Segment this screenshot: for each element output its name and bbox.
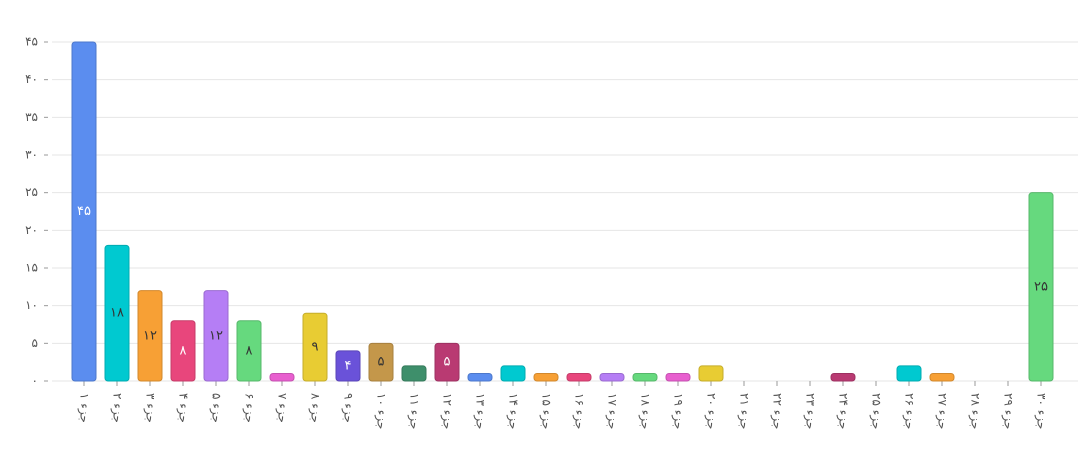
x-tick-label: جزء ۲۰	[704, 393, 719, 429]
x-tick-label: جزء ۲۳	[803, 393, 818, 429]
x-tick-label: جزء ۲	[110, 393, 125, 423]
x-tick-label: جزء ۱۱	[407, 393, 422, 429]
x-tick-label: جزء ۱۰	[374, 393, 389, 429]
y-tick-label: ۴۰	[25, 72, 38, 86]
x-tick-label: جزء ۹	[341, 393, 356, 423]
bar	[500, 365, 526, 382]
bar	[599, 372, 625, 382]
value-label: ۸	[180, 343, 187, 358]
y-tick-label: ۵	[32, 336, 38, 350]
bar	[335, 350, 361, 382]
x-tick-label: جزء ۴	[176, 393, 191, 423]
bar	[302, 312, 328, 382]
bar	[533, 372, 559, 382]
x-tick-label: جزء ۱۲	[440, 393, 455, 429]
x-tick-label: جزء ۱۶	[572, 393, 587, 429]
value-label: ۵	[444, 355, 451, 370]
bar	[401, 365, 427, 382]
x-tick-label: جزء ۲۶	[902, 393, 917, 429]
x-tick-label: جزء ۲۵	[869, 393, 884, 429]
x-tick-label: جزء ۸	[308, 393, 323, 423]
x-tick-label: جزء ۱۷	[605, 393, 620, 429]
bar	[137, 290, 163, 382]
bar	[896, 365, 922, 382]
x-tick-label: جزء ۱۵	[539, 393, 554, 429]
y-tick-label: ۳۰	[25, 148, 38, 162]
bar	[830, 372, 856, 382]
y-tick-label: ۲۰	[25, 223, 38, 237]
bar	[929, 372, 955, 382]
bar	[665, 372, 691, 382]
y-tick-label: ۰	[32, 374, 38, 388]
x-tick-label: جزء ۲۲	[770, 393, 785, 429]
bar	[566, 372, 592, 382]
value-label: ۹	[312, 340, 319, 355]
value-label: ۵	[378, 355, 385, 370]
x-tick-label: جزء ۷	[275, 393, 290, 423]
bar	[236, 320, 262, 382]
bar	[467, 372, 493, 382]
x-tick-label: جزء ۲۸	[968, 393, 983, 429]
value-label: ۴۵	[77, 204, 91, 219]
x-tick-label: جزء ۲۱	[737, 393, 752, 429]
value-label: ۲۵	[1034, 279, 1048, 294]
bar	[632, 372, 658, 382]
x-tick-label: جزء ۳	[143, 393, 158, 423]
bar	[434, 342, 460, 382]
x-tick-label: جزء ۲۹	[1001, 393, 1016, 429]
x-tick-label: جزء ۵	[209, 393, 224, 423]
bar	[203, 290, 229, 382]
bar	[1028, 192, 1054, 382]
x-tick-label: جزء ۱۳	[473, 393, 488, 429]
value-label: ۱۸	[110, 306, 124, 321]
x-tick-label: جزء ۱۸	[638, 393, 653, 429]
x-tick-label: جزء ۱	[77, 393, 92, 423]
y-tick-label: ۴۵	[25, 35, 38, 49]
x-tick-label: جزء ۱۹	[671, 393, 686, 429]
value-label: ۱۲	[143, 328, 157, 343]
x-tick-label: جزء ۱۴	[506, 393, 521, 429]
y-tick-label: ۱۵	[25, 261, 38, 275]
value-label: ۴	[345, 358, 352, 373]
bar	[71, 41, 97, 382]
bar	[269, 372, 295, 382]
bar	[170, 320, 196, 382]
x-tick-label: جزء ۲۴	[836, 393, 851, 429]
bar	[368, 342, 394, 382]
y-tick-label: ۳۵	[25, 110, 38, 124]
x-tick-label: جزء ۶	[242, 393, 257, 423]
value-label: ۸	[246, 343, 253, 358]
value-label: ۱۲	[209, 328, 223, 343]
y-tick-label: ۱۰	[25, 298, 38, 312]
y-tick-label: ۲۵	[25, 185, 38, 199]
bar	[104, 244, 130, 382]
x-tick-label: جزء ۲۷	[935, 393, 950, 429]
x-tick-label: جزء ۳۰	[1034, 393, 1049, 429]
bar	[698, 365, 724, 382]
